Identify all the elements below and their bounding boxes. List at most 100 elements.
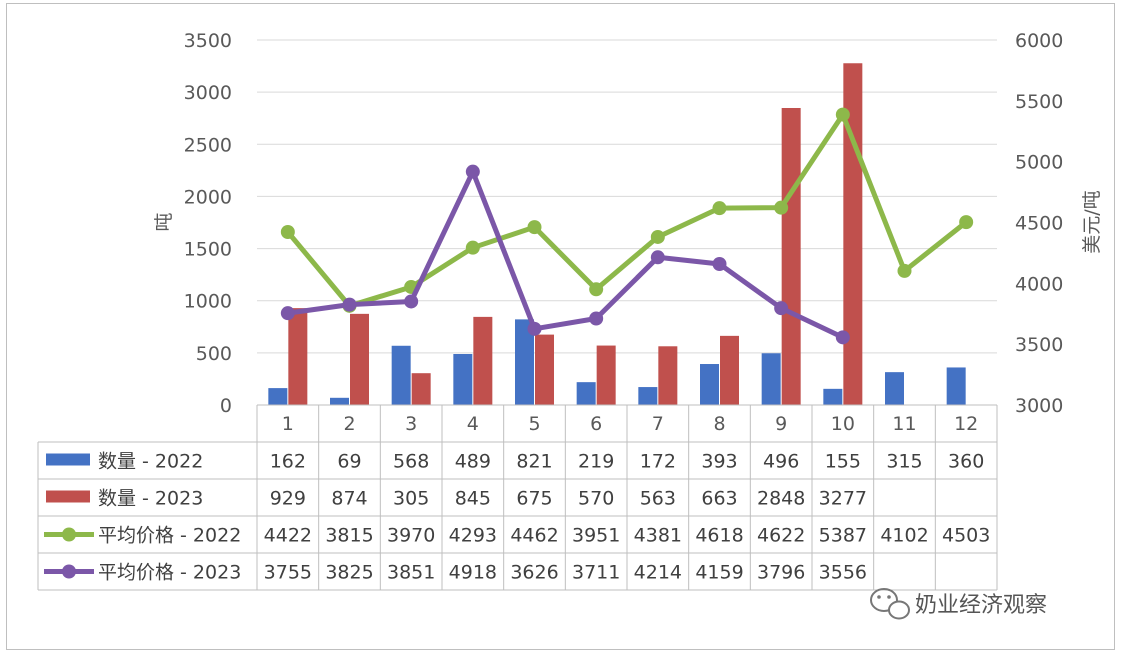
bar	[781, 107, 801, 405]
data-point	[650, 250, 665, 265]
table-cell: 3277	[819, 488, 867, 510]
data-point	[774, 200, 789, 215]
table-cell: 4381	[634, 525, 682, 547]
category-label: 12	[954, 413, 978, 435]
bar-series	[268, 63, 966, 406]
table-cell: 4293	[449, 525, 497, 547]
table-cell: 4918	[449, 562, 497, 584]
bar	[658, 346, 678, 405]
right-tick-label: 3000	[1015, 395, 1063, 417]
left-tick-label: 0	[220, 395, 232, 417]
bar	[638, 387, 658, 405]
table-cell: 172	[640, 451, 676, 473]
table-cell: 3951	[572, 525, 620, 547]
data-point	[959, 215, 974, 230]
wechat-icon	[870, 588, 910, 620]
bar	[391, 345, 411, 405]
bar	[946, 367, 966, 405]
table-cell: 929	[270, 488, 306, 510]
bar	[453, 354, 473, 405]
table-cell: 663	[701, 488, 737, 510]
legend-label: 数量 - 2022	[98, 451, 203, 473]
table-cell: 315	[886, 451, 922, 473]
table-cell: 675	[516, 488, 552, 510]
table-cell: 3851	[387, 562, 435, 584]
data-point	[280, 224, 295, 239]
table-cell: 570	[578, 488, 614, 510]
right-tick-label: 4000	[1015, 273, 1063, 295]
left-tick-label: 500	[196, 343, 232, 365]
category-label: 5	[528, 413, 540, 435]
right-tick-label: 5500	[1015, 91, 1063, 113]
data-point	[342, 297, 357, 312]
left-axis-title: 吨	[153, 212, 175, 231]
category-label: 6	[590, 413, 602, 435]
bar	[411, 373, 431, 405]
table-cell: 69	[337, 451, 361, 473]
category-label: 7	[652, 413, 664, 435]
data-point	[527, 321, 542, 336]
bar	[823, 388, 843, 405]
legend-key-marker	[62, 527, 76, 542]
data-point	[835, 330, 850, 345]
table-cell: 821	[516, 451, 552, 473]
table-cell: 489	[455, 451, 491, 473]
table-cell: 5387	[819, 525, 867, 547]
bar	[576, 382, 596, 405]
data-point	[712, 256, 727, 271]
right-axis-ticks: 3000 3500 4000 4500 5000 5500 6000	[1015, 30, 1063, 417]
table-cell: 2848	[757, 488, 805, 510]
table-cell: 563	[640, 488, 676, 510]
category-label: 4	[467, 413, 479, 435]
data-point	[527, 220, 542, 235]
series-line	[285, 112, 968, 309]
bar	[330, 397, 349, 405]
bar	[885, 372, 904, 405]
table-cell: 3815	[325, 525, 373, 547]
table-cell: 3825	[325, 562, 373, 584]
bar	[535, 334, 554, 405]
category-label: 3	[405, 413, 417, 435]
category-label: 9	[775, 413, 787, 435]
right-tick-label: 6000	[1015, 30, 1063, 52]
table-cell: 496	[763, 451, 799, 473]
table-cell: 4622	[757, 525, 805, 547]
data-point	[280, 306, 295, 321]
category-label: 8	[713, 413, 725, 435]
watermark: 奶业经济观察	[870, 588, 1047, 620]
data-point	[897, 263, 912, 278]
category-label: 1	[282, 413, 294, 435]
bar	[350, 313, 369, 405]
table-cell: 360	[948, 451, 984, 473]
table-cell: 3796	[757, 562, 805, 584]
series-line	[287, 169, 844, 340]
table-cell: 4159	[695, 562, 743, 584]
bar	[596, 345, 616, 405]
left-tick-label: 1000	[184, 291, 232, 313]
table-cell: 3711	[572, 562, 620, 584]
legend-key-marker	[62, 564, 76, 579]
data-point	[589, 282, 604, 297]
table-cell: 568	[393, 451, 429, 473]
table-cell: 3970	[387, 525, 435, 547]
left-tick-label: 2000	[184, 186, 232, 208]
legend-label: 平均价格 - 2023	[98, 562, 241, 584]
table-cell: 3755	[264, 562, 312, 584]
legend-label: 平均价格 - 2022	[98, 525, 241, 547]
data-point	[589, 311, 604, 326]
left-tick-label: 1500	[184, 239, 232, 261]
right-tick-label: 4500	[1015, 213, 1063, 235]
data-point	[774, 301, 789, 316]
data-point	[835, 107, 850, 122]
table-cell: 4618	[695, 525, 743, 547]
chart-frame	[6, 3, 1115, 650]
table-cell: 4102	[880, 525, 928, 547]
bar	[473, 316, 493, 405]
legend-key	[46, 453, 90, 466]
table-cell: 162	[270, 451, 306, 473]
table-cell: 874	[331, 488, 367, 510]
bar	[761, 353, 781, 405]
bar	[720, 335, 739, 405]
